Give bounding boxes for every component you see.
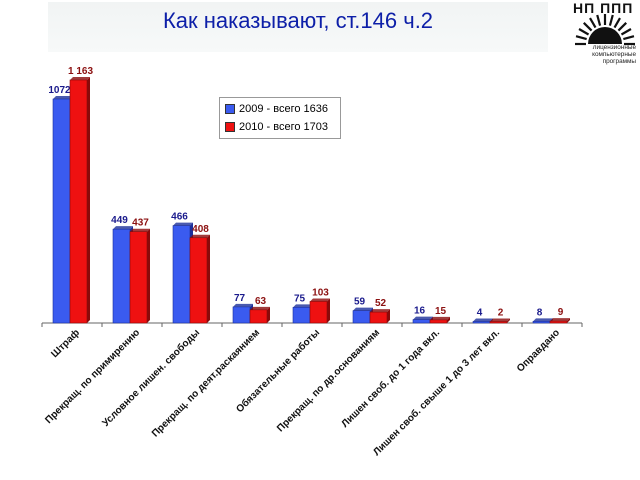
data-label-2010: 1 163 [68,66,93,77]
data-label-2010: 15 [435,306,447,317]
category-label: Лишен своб. свыше 1 до 3 лет вкл. [371,326,503,458]
bar-side-1 [567,318,570,323]
legend-swatch-2010 [225,122,235,132]
legend-item-2009: 2009 - всего 1636 [225,103,328,115]
bar-2010 [369,311,388,324]
data-label-2010: 9 [558,307,564,318]
bar-2010 [549,320,568,324]
data-label-2010: 2 [498,308,504,319]
data-label-2009: 16 [414,306,426,317]
category-label: Прекращ. по др.основаниям [275,327,382,434]
logo-line-3: программы [602,58,636,65]
bar-2009 [532,321,551,324]
bar-side-1 [207,234,210,323]
logo-org-name: НП ППП [573,0,634,16]
bar-top-1 [70,77,90,80]
bar-side-1 [327,298,330,323]
bar-2009 [112,228,131,324]
bar-top-0 [53,96,73,100]
bar-top-1 [550,318,570,322]
data-label-2009: 449 [111,215,128,226]
data-label-2010: 52 [375,298,387,309]
data-label-2010: 63 [255,296,267,307]
category-label: Оправдано [515,327,562,374]
bar-side-1 [387,309,390,323]
bar-top-1 [490,318,510,322]
bar-top-1 [430,316,450,320]
data-label-2010: 437 [132,218,149,229]
bar-side-1 [447,316,450,323]
bar-side-1 [267,306,270,323]
category-label: Условное лишен. свободы [100,327,202,429]
bar-top-0 [293,304,313,308]
legend-label-2010: 2010 - всего 1703 [239,121,328,133]
bar-2009 [232,306,251,324]
org-logo: НП ППП лицензионные компьютерные програм… [570,0,640,72]
category-label: Лишен своб. до 1 года вкл. [339,326,442,429]
bar-top-0 [533,318,553,322]
bar-2009 [172,225,191,324]
data-label-2009: 8 [537,307,543,318]
bar-top-0 [173,222,193,226]
category-label: Прекращ. по деят.раскаянием [150,327,262,439]
bar-top-0 [113,226,133,230]
data-label-2009: 77 [234,293,246,304]
legend-swatch-2009 [225,104,235,114]
bar-2010 [309,301,328,324]
data-label-2009: 4 [477,308,483,319]
logo-text: лицензионные компьютерные программы [570,44,636,65]
bar-top-0 [353,307,373,311]
data-label-2010: 408 [192,224,209,235]
bar-top-1 [250,306,270,310]
bar-2009 [52,98,71,324]
bar-top-1 [310,298,330,302]
bar-2009 [412,319,431,324]
legend-label-2009: 2009 - всего 1636 [239,103,328,115]
bar-2010 [69,79,88,324]
page-title: Как наказывают, ст.146 ч.2 [162,8,434,33]
bar-2009 [352,310,371,324]
bar-top-1 [130,228,150,232]
bar-2010 [129,231,148,324]
bar-side-1 [87,77,90,323]
data-label-2010: 103 [312,287,329,298]
bar-side-1 [507,318,510,323]
bar-top-0 [233,303,253,307]
data-label-2009: 59 [354,297,366,308]
chart-legend: 2009 - всего 1636 2010 - всего 1703 [219,97,341,139]
bar-2010 [429,319,448,324]
bar-side-1 [147,228,150,323]
category-label: Прекращ. по примирению [43,327,142,426]
sunburst-logo-icon [575,14,635,46]
legend-item-2010: 2010 - всего 1703 [225,121,328,133]
bar-top-1 [370,309,390,313]
data-label-2009: 75 [294,293,306,304]
bar-top-0 [473,318,493,322]
bar-2010 [489,321,508,324]
title-band [48,2,548,52]
bar-2010 [249,309,268,324]
category-label: Штраф [49,326,83,360]
logo-line-1: лицензионные [592,44,636,51]
logo-line-2: компьютерные [592,51,636,58]
bar-top-0 [413,316,433,320]
data-label-2009: 1072 [48,85,71,96]
bar-2009 [472,321,491,324]
bar-2010 [189,237,208,324]
bar-2009 [292,307,311,324]
bar-top-1 [190,234,210,238]
data-label-2009: 466 [171,212,188,223]
